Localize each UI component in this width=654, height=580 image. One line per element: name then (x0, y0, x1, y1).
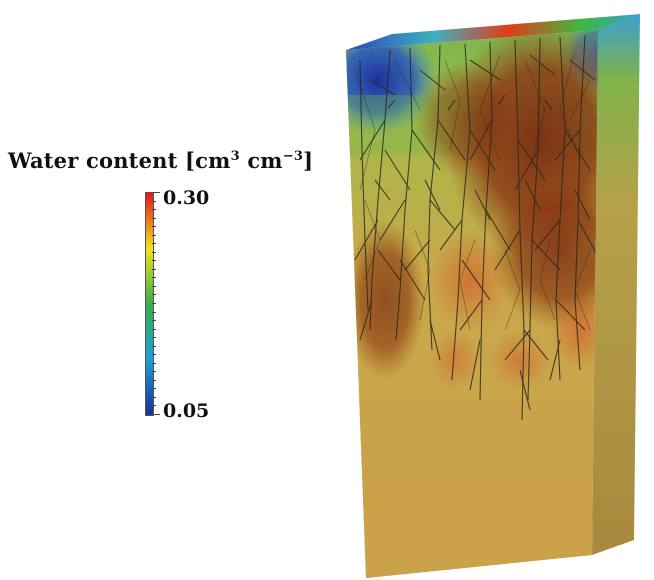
colorbar-ticks (152, 192, 160, 416)
colorbar-tick (152, 303, 156, 304)
colorbar-tick (152, 251, 156, 253)
legend-unit-exponent-1: 3 (230, 149, 240, 164)
colorbar-tick (152, 243, 156, 245)
colorbar-tick (152, 209, 156, 211)
colorbar-tick (152, 354, 156, 356)
colorbar-tick (152, 277, 156, 279)
legend-unit-open: [cm (185, 148, 231, 173)
colorbar-min-label: 0.05 (163, 400, 210, 422)
root-system (354, 34, 598, 421)
legend-title-text: Water content (8, 148, 178, 173)
colorbar-tick (152, 234, 156, 236)
colorbar-tick (152, 371, 156, 373)
legend-unit-mid: cm (239, 148, 283, 173)
colorbar-tick (152, 226, 156, 228)
colorbar (145, 192, 154, 416)
colorbar-tick (152, 379, 156, 381)
column-side-face (592, 14, 640, 555)
colorbar-tick (152, 320, 156, 322)
colorbar-tick (152, 285, 156, 287)
colorbar-tick (152, 268, 156, 270)
colorbar-tick (152, 345, 156, 347)
colorbar-tick (152, 294, 156, 296)
colorbar-tick (152, 192, 160, 193)
colorbar-tick (152, 362, 156, 364)
colorbar-tick (152, 260, 156, 262)
colorbar-tick (152, 405, 156, 407)
legend-title: Water content [cm3 cm−3] (8, 148, 313, 173)
colorbar-tick (152, 337, 156, 339)
colorbar-tick (152, 328, 156, 330)
column-top-face (346, 14, 640, 50)
legend-unit-close: ] (303, 148, 314, 173)
legend-unit-exponent-2: −3 (282, 149, 304, 164)
colorbar-tick (152, 396, 156, 398)
colorbar-tick (152, 388, 156, 390)
colorbar-tick (152, 311, 156, 313)
colorbar-tick (152, 200, 156, 202)
colorbar-tick (152, 217, 156, 219)
colorbar-tick (152, 414, 160, 415)
colorbar-max-label: 0.30 (163, 187, 210, 209)
